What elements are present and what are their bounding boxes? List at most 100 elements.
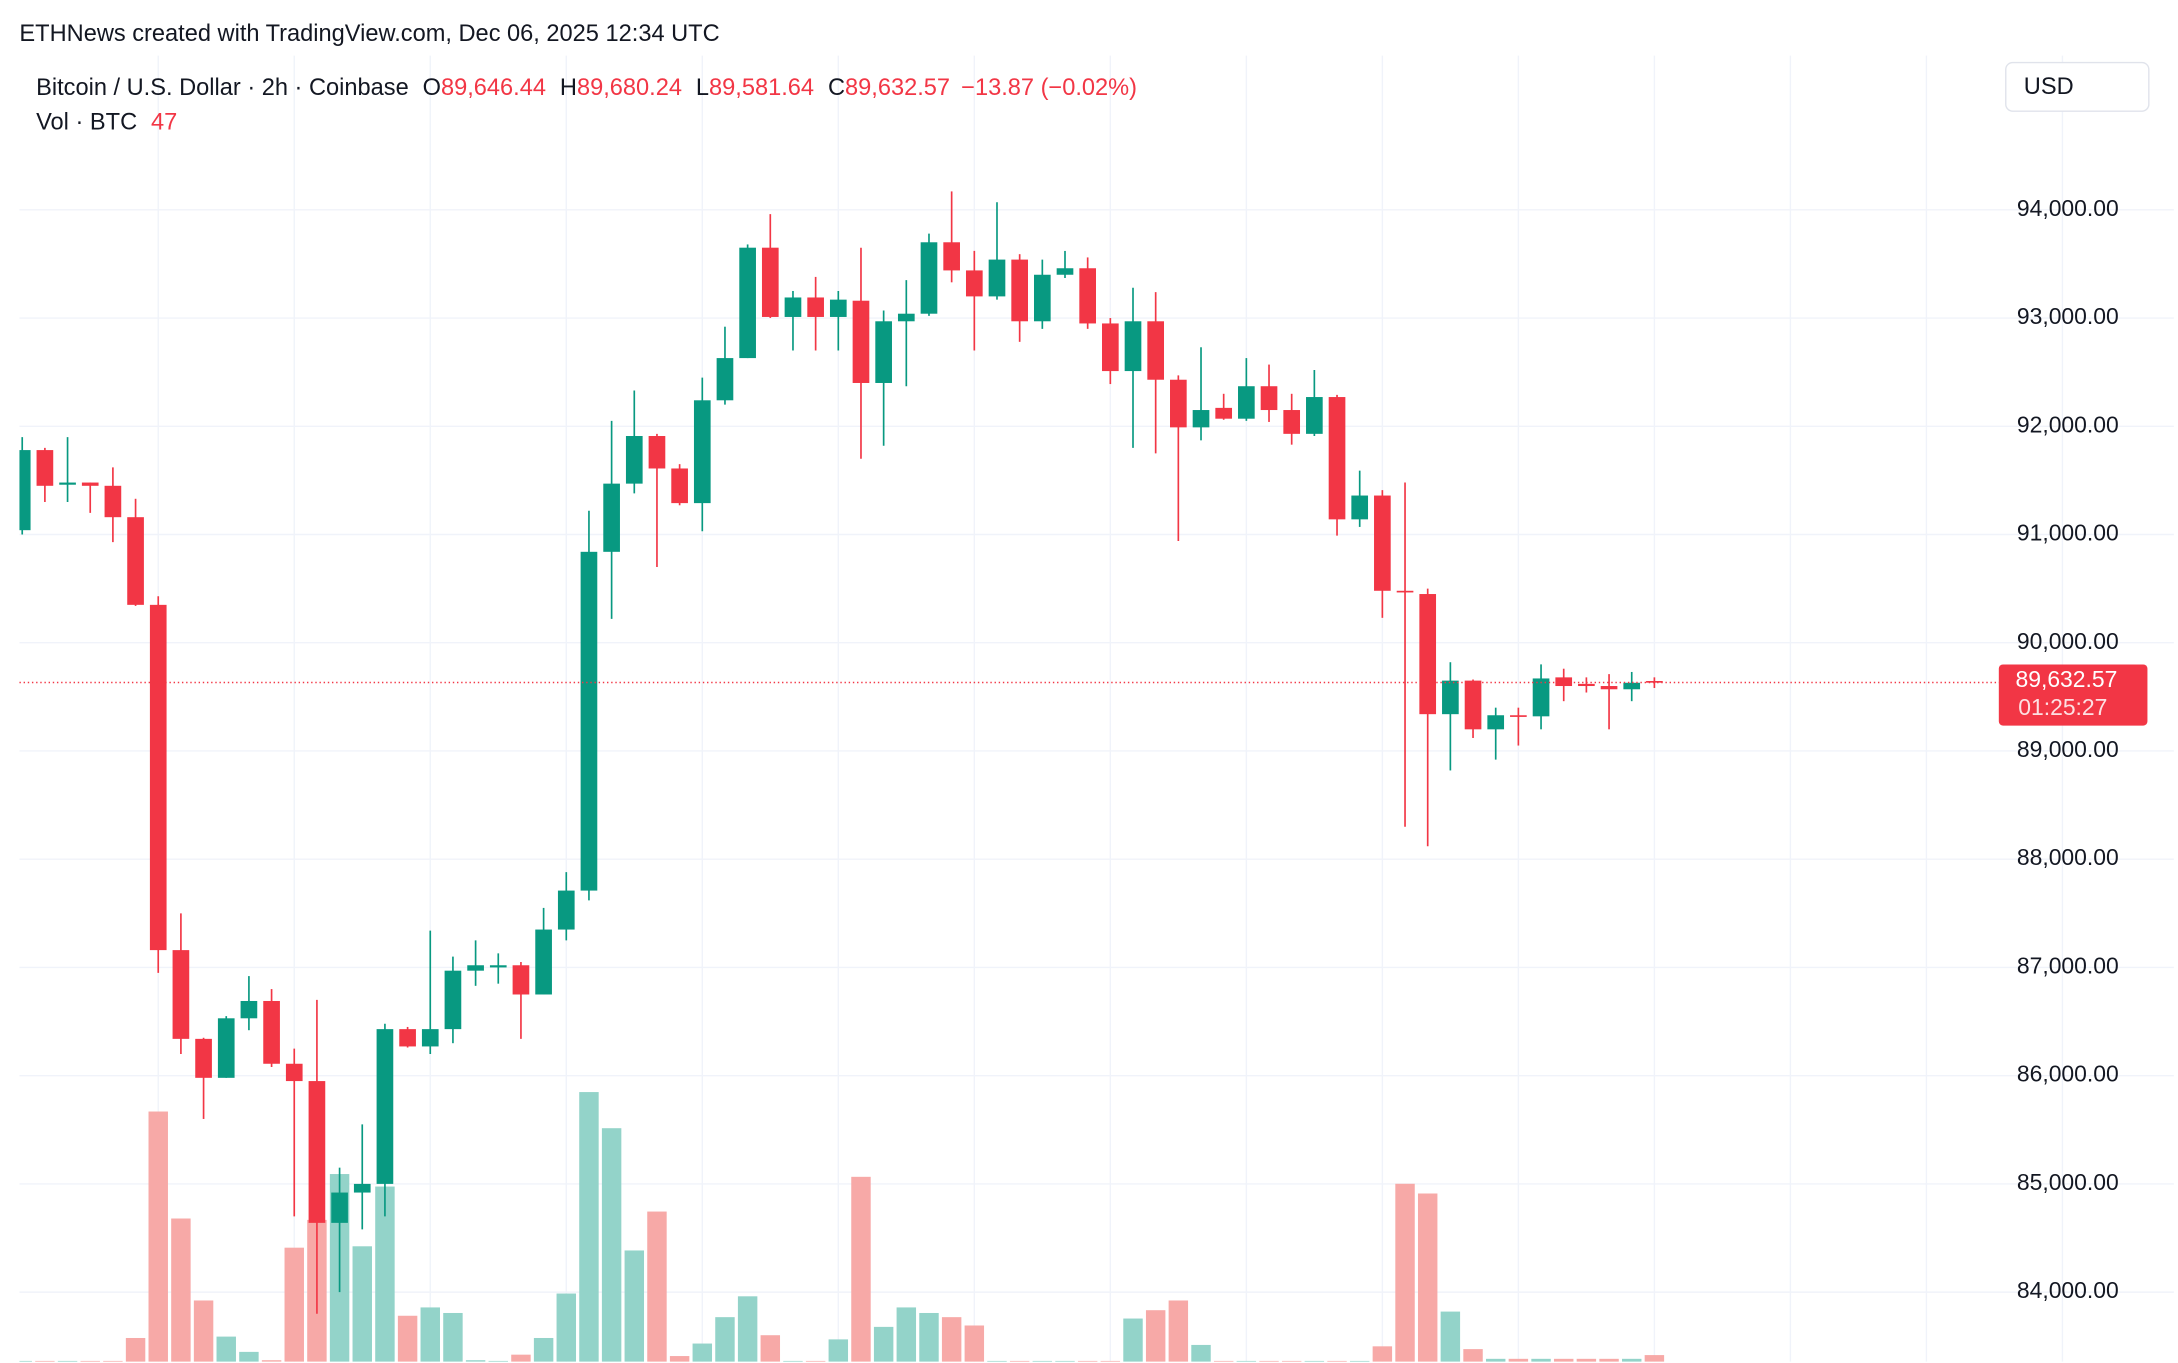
ohlc-value: 89,581.64	[709, 75, 814, 101]
candle-body	[625, 436, 643, 484]
y-tick-label: 92,000.00	[2017, 411, 2119, 437]
candle-body	[308, 1081, 326, 1223]
volume-bar	[941, 1317, 962, 1362]
volume-bar	[80, 1360, 100, 1362]
volume-bar	[783, 1360, 803, 1362]
candle-body	[1079, 268, 1097, 324]
volume-bar	[647, 1211, 667, 1362]
volume-bar	[148, 1111, 168, 1362]
y-tick-label: 93,000.00	[2017, 303, 2119, 329]
volume-bar	[19, 1360, 32, 1362]
volume-bar	[828, 1339, 849, 1362]
candle-body	[1419, 594, 1437, 715]
ohlc-key: O	[423, 75, 441, 101]
volume-bar	[1644, 1355, 1665, 1362]
volume-bar	[1191, 1344, 1211, 1362]
candle-body	[1600, 686, 1618, 690]
candle-body	[59, 482, 76, 485]
overlay: 84,000.00 85,000.00 86,000.00 87,000.00 88,0…	[19, 75, 2148, 1303]
volume-bar	[397, 1315, 418, 1362]
volume-bar	[261, 1360, 282, 1362]
candle-body	[1578, 683, 1595, 687]
volume-bar	[375, 1186, 395, 1362]
volume-bar	[1440, 1311, 1461, 1362]
candle-body	[1374, 495, 1391, 591]
volume-bar	[1304, 1360, 1325, 1362]
volume-bar	[193, 1300, 214, 1362]
volume-bar	[533, 1337, 554, 1362]
volume-bar	[1485, 1358, 1506, 1362]
volume-bar	[352, 1246, 372, 1362]
candle-body	[1396, 590, 1414, 593]
volume-bar	[1463, 1349, 1483, 1362]
ohlc-value: 89,632.57	[845, 75, 950, 101]
ohlc-key: H	[560, 75, 577, 101]
ohlc-value: 89,646.44	[441, 75, 546, 101]
volume-bar	[216, 1336, 236, 1362]
candle-body	[81, 482, 99, 486]
y-tick-label: 84,000.00	[2017, 1277, 2119, 1303]
volume-bar	[873, 1326, 894, 1362]
candle-body	[19, 450, 31, 531]
candle-body	[716, 358, 734, 401]
candle-body	[1283, 410, 1301, 434]
currency-button[interactable]	[2005, 61, 2150, 112]
volume-bar	[420, 1307, 440, 1362]
symbol-title: Bitcoin / U.S. Dollar · 2h · Coinbase	[36, 75, 409, 101]
candle-body	[1510, 715, 1527, 717]
volume-bar	[1168, 1300, 1189, 1362]
volume-bar	[1508, 1358, 1529, 1362]
candle-body	[285, 1063, 303, 1082]
volume-bar	[1531, 1358, 1551, 1362]
candle-body	[693, 400, 711, 504]
candle-body	[761, 247, 779, 317]
candle-body	[648, 436, 666, 469]
volume-bar	[919, 1312, 939, 1362]
volume-bar	[1259, 1360, 1279, 1362]
volume-bar	[239, 1351, 259, 1362]
volume-bar	[1100, 1360, 1121, 1362]
candle-body	[376, 1029, 394, 1184]
volume-bar	[601, 1128, 622, 1362]
volume-bar	[1009, 1360, 1030, 1362]
candle-body	[603, 483, 620, 552]
candle-body	[353, 1183, 371, 1193]
candle-body	[784, 297, 802, 317]
candle-body	[1555, 677, 1573, 687]
candle-body	[195, 1038, 212, 1078]
volume-last: 47	[151, 110, 177, 136]
candle-body	[1102, 323, 1119, 372]
volume-bar	[1145, 1310, 1166, 1362]
candle-body	[1532, 678, 1550, 717]
candle-body	[467, 965, 484, 971]
candle-body	[1260, 386, 1278, 411]
candle-body	[1328, 397, 1346, 520]
candle-body	[421, 1029, 439, 1047]
candle-body	[444, 970, 462, 1030]
candle-body	[807, 297, 824, 317]
volume-bar	[125, 1337, 146, 1362]
volume-bar	[1327, 1360, 1347, 1362]
volume-bar	[1077, 1360, 1098, 1362]
candle-body	[875, 321, 892, 383]
volume-bar	[1236, 1360, 1257, 1362]
candle-body	[671, 468, 688, 504]
volume-bar	[760, 1335, 781, 1362]
candle-body	[240, 1000, 258, 1019]
volume-bar	[35, 1360, 55, 1362]
y-tick-label: 94,000.00	[2017, 195, 2119, 221]
candle-body	[1147, 321, 1165, 380]
currency-label[interactable]: USD	[2024, 74, 2074, 100]
ohlc-value: 89,680.24	[577, 75, 682, 101]
candle-body	[1215, 407, 1233, 419]
volume-legend: Vol · BTC 47	[36, 110, 177, 136]
candle-body	[104, 485, 122, 518]
price-countdown: 01:25:27	[2018, 694, 2107, 720]
candle-body	[1623, 682, 1641, 690]
volume-bar	[488, 1360, 508, 1362]
candle-body	[331, 1192, 348, 1223]
candle-body	[1442, 680, 1459, 715]
volume-bar	[443, 1312, 463, 1362]
